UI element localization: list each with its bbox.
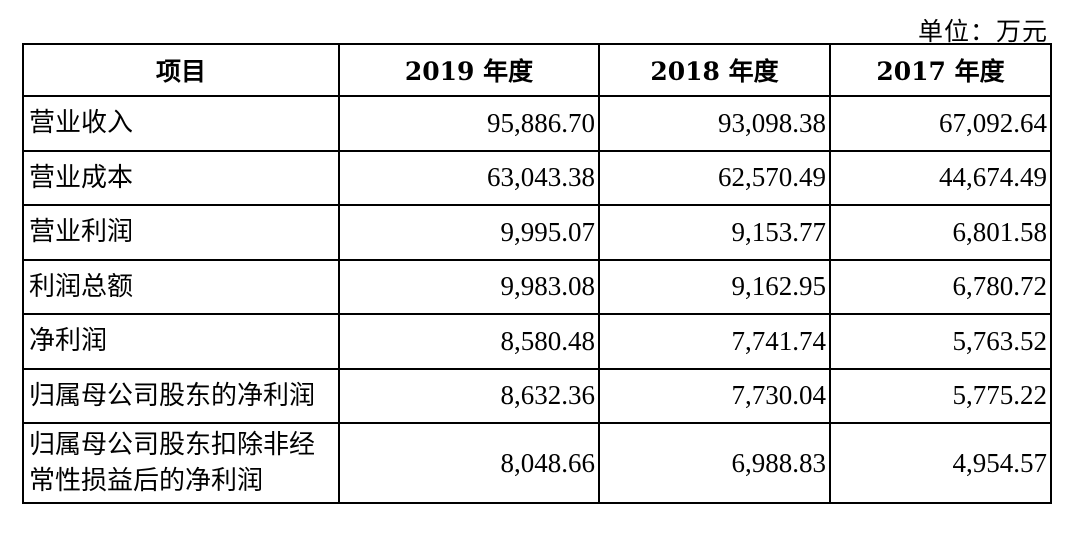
row-label-line-2: 常性损益后的净利润 [29,466,264,496]
value-2017: 6,801.58 [829,204,1052,261]
value-2019: 9,995.07 [338,204,600,261]
row-label: 营业成本 [22,149,340,206]
value-2017: 5,763.52 [829,313,1052,370]
unit-label: 单位：万元 [917,17,1048,46]
value-2019: 63,043.38 [338,149,600,206]
table-row: 净利润 8,580.48 7,741.74 5,763.52 [22,313,1052,370]
row-label: 归属母公司股东的净利润 [22,367,340,424]
row-label: 利润总额 [22,258,340,315]
table-row: 归属母公司股东扣除非经 常性损益后的净利润 8,048.66 6,988.83 … [22,422,1052,504]
value-2017: 5,775.22 [829,367,1052,424]
value-2017: 4,954.57 [829,422,1052,504]
value-2018: 93,098.38 [598,95,831,152]
value-2019: 95,886.70 [338,95,600,152]
value-2019: 8,580.48 [338,313,600,370]
table-row: 归属母公司股东的净利润 8,632.36 7,730.04 5,775.22 [22,367,1052,424]
row-label: 营业利润 [22,204,340,261]
value-2017: 6,780.72 [829,258,1052,315]
value-2018: 7,730.04 [598,367,831,424]
header-item: 项目 [22,43,340,97]
value-2017: 44,674.49 [829,149,1052,206]
table-header-row: 项目 2019 年度 2018 年度 2017 年度 [22,43,1052,97]
table-row: 营业利润 9,995.07 9,153.77 6,801.58 [22,204,1052,261]
value-2019: 9,983.08 [338,258,600,315]
header-2018: 2018 年度 [598,43,831,97]
value-2018: 6,988.83 [598,422,831,504]
row-label-line-1: 归属母公司股东扣除非经 [29,430,316,460]
table-row: 营业成本 63,043.38 62,570.49 44,674.49 [22,149,1052,206]
table-row: 营业收入 95,886.70 93,098.38 67,092.64 [22,95,1052,152]
row-label: 归属母公司股东扣除非经 常性损益后的净利润 [22,422,340,504]
value-2017: 67,092.64 [829,95,1052,152]
financial-table: 项目 2019 年度 2018 年度 2017 年度 营业收入 95,886.7… [22,43,1052,504]
header-2019: 2019 年度 [338,43,600,97]
value-2019: 8,632.36 [338,367,600,424]
value-2018: 62,570.49 [598,149,831,206]
value-2018: 7,741.74 [598,313,831,370]
table-row: 利润总额 9,983.08 9,162.95 6,780.72 [22,258,1052,315]
value-2018: 9,162.95 [598,258,831,315]
value-2018: 9,153.77 [598,204,831,261]
row-label: 营业收入 [22,95,340,152]
header-2017: 2017 年度 [829,43,1052,97]
value-2019: 8,048.66 [338,422,600,504]
row-label: 净利润 [22,313,340,370]
